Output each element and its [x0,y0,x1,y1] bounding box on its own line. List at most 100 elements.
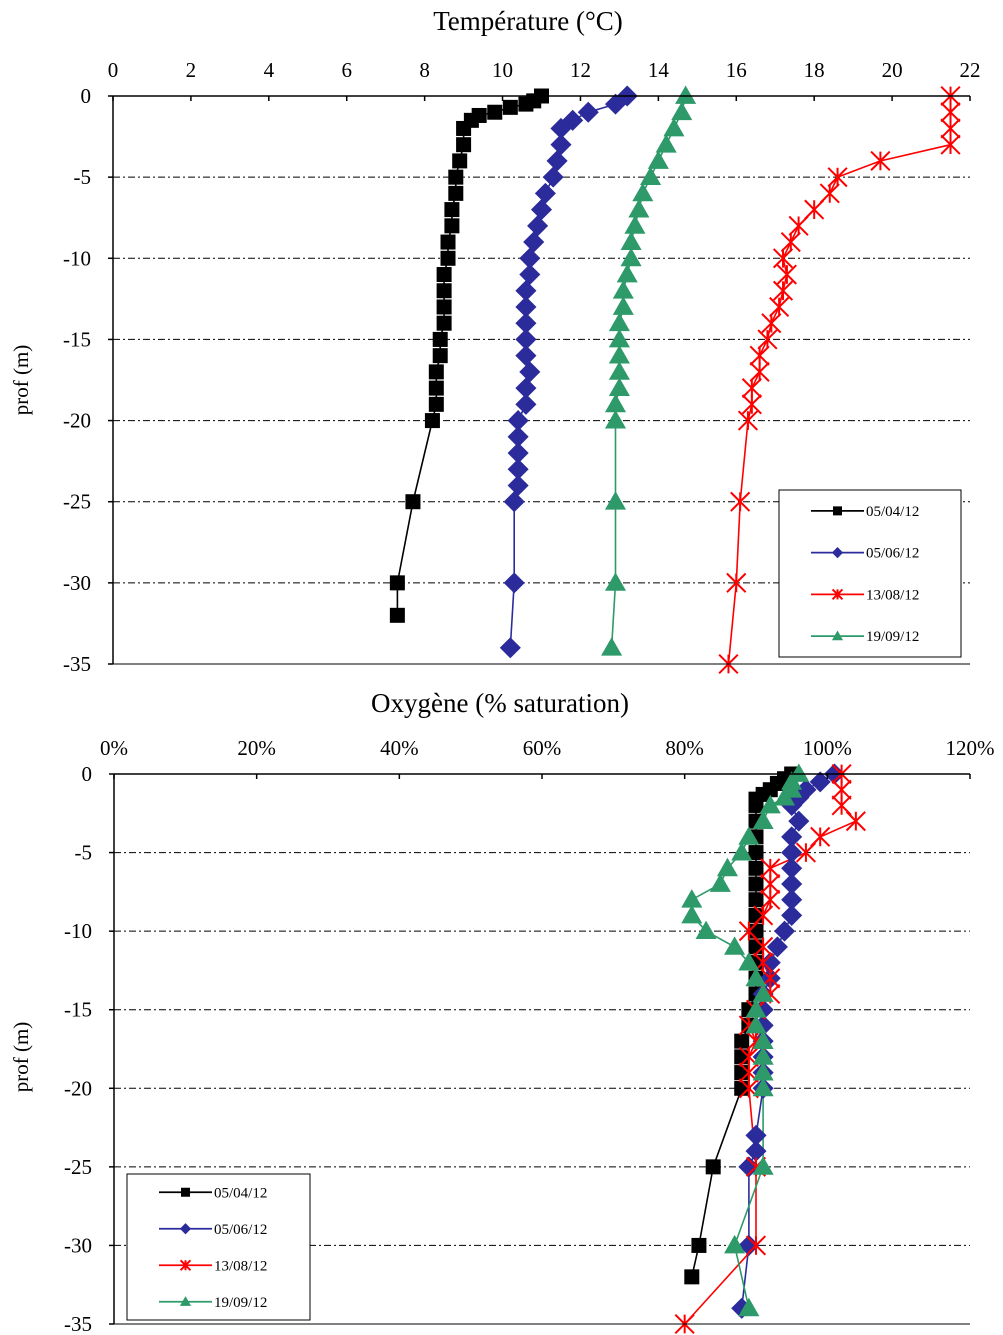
x-tick-label: 100% [803,736,852,760]
data-point-13-08-12 [745,1235,767,1256]
data-point-05-06-12 [773,920,796,942]
data-point-19-09-12 [604,491,627,510]
data-point-13-08-12 [761,313,782,334]
data-point-05-04-12 [432,348,448,364]
data-point-13-08-12 [760,873,781,895]
data-point-19-09-12 [709,873,731,892]
y-tick-label: -35 [63,652,91,676]
data-point-05-06-12 [745,1124,767,1146]
y-tick-label: -35 [64,1312,92,1335]
data-point-05-04-12 [448,169,464,185]
data-point-19-09-12 [628,199,650,218]
oxygen-chart: Oxygène (% saturation) prof (m) 0% 20% 40%… [9,688,995,1335]
y-tick-label: -10 [64,919,92,943]
data-point-13-08-12 [804,199,825,220]
data-point-05-06-12 [527,215,549,237]
temperature-axes [108,95,971,665]
data-point-19-09-12 [752,1156,774,1175]
y-tick-label: -15 [64,998,92,1022]
data-point-05-06-12 [523,231,545,253]
x-tick-label: 14 [648,58,670,82]
y-tick-label: -20 [64,1076,92,1100]
data-point-19-09-12 [738,952,760,971]
temperature-legend: 05/04/12 05/06/12 13/08/12 19/09/12 [778,489,962,658]
data-point-05-04-12 [734,1049,750,1065]
data-point-13-08-12 [788,215,809,236]
y-tick-label: -10 [63,246,91,270]
data-point-19-09-12 [604,410,627,429]
data-point-13-08-12 [940,134,961,155]
data-point-05-04-12 [748,939,764,955]
data-point-19-09-12 [612,296,634,315]
x-tick-label: 40% [380,736,419,760]
data-point-13-08-12 [738,921,759,942]
legend-marker-05-04-12 [181,1187,190,1197]
y-tick-label: -5 [74,165,92,189]
legend-box [126,1173,311,1321]
oxygen-y-tick-labels: 0 -5 -10 -15 -20 -25 -30 -35 [64,762,92,1335]
x-tick-label: 80% [665,736,704,760]
data-point-05-06-12 [745,1140,767,1162]
data-point-05-04-12 [436,315,452,331]
x-tick-label: 12 [570,58,591,82]
data-point-05-04-12 [684,1269,700,1285]
data-point-05-06-12 [788,810,810,832]
y-tick-label: -20 [63,409,91,433]
data-point-05-04-12 [748,892,764,908]
data-point-05-06-12 [530,199,553,221]
x-tick-label: 60% [523,736,562,760]
data-point-19-09-12 [724,1234,746,1254]
data-point-19-09-12 [655,134,677,153]
data-point-13-08-12 [741,394,762,415]
data-point-19-09-12 [616,263,638,283]
y-tick-label: -30 [63,571,91,595]
data-point-05-06-12 [781,889,803,911]
data-point-13-08-12 [795,842,816,863]
data-point-05-04-12 [428,364,444,380]
data-point-05-06-12 [542,166,564,188]
x-tick-label: 16 [726,58,747,82]
legend-box [778,489,962,658]
temperature-series-markers [389,85,961,675]
data-point-13-08-12 [749,345,770,366]
data-point-05-04-12 [440,250,456,266]
oxygen-series-markers [674,763,866,1335]
data-point-13-08-12 [772,248,794,269]
data-point-05-06-12 [503,491,525,513]
data-point-05-04-12 [748,860,764,876]
y-tick-label: 0 [81,84,92,108]
data-point-05-06-12 [519,263,541,286]
data-point-05-04-12 [748,797,764,813]
legend-marker-05-04-12 [833,506,842,516]
data-point-05-06-12 [515,296,537,318]
legend-marker-13-08-12 [831,588,844,601]
data-point-05-06-12 [781,857,803,879]
data-point-05-04-12 [518,96,534,112]
data-point-19-09-12 [620,231,642,250]
data-point-05-04-12 [436,267,452,283]
data-point-05-06-12 [515,280,537,302]
legend-marker-19-09-12 [831,630,844,641]
data-point-19-09-12 [608,312,630,332]
data-point-05-06-12 [507,442,529,464]
data-point-05-06-12 [507,474,529,497]
data-point-13-08-12 [753,936,774,957]
y-tick-label: -25 [64,1155,92,1179]
data-point-05-04-12 [502,99,518,115]
x-tick-label: 10 [492,58,513,82]
data-point-13-08-12 [749,361,770,382]
data-point-19-09-12 [632,182,654,202]
data-point-13-08-12 [827,167,848,188]
data-point-13-08-12 [831,779,852,800]
data-point-19-09-12 [759,794,781,814]
data-point-05-06-12 [781,826,803,848]
data-point-19-09-12 [608,361,630,380]
data-point-19-09-12 [647,150,669,169]
data-point-19-09-12 [681,904,703,924]
data-point-05-06-12 [577,101,599,123]
data-point-19-09-12 [640,166,662,186]
data-point-13-08-12 [760,889,781,910]
data-point-05-06-12 [550,134,572,156]
temperature-y-axis-label: prof (m) [9,345,33,416]
y-tick-label: -30 [64,1233,92,1257]
